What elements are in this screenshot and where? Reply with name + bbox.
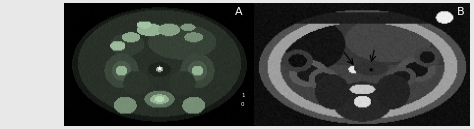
Text: B: B [457, 7, 465, 17]
Text: ★: ★ [367, 67, 374, 73]
Text: ★: ★ [155, 64, 163, 73]
Text: A: A [235, 7, 243, 17]
Text: 0: 0 [241, 102, 245, 107]
Text: 1: 1 [241, 94, 245, 98]
